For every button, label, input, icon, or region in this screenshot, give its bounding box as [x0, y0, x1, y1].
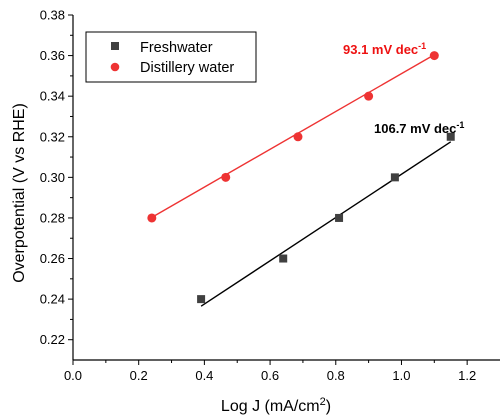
point-freshwater [446, 132, 455, 141]
point-freshwater [390, 173, 399, 182]
data-points [147, 51, 455, 304]
legend: Freshwater Distillery water [85, 31, 257, 83]
legend-box [85, 31, 257, 83]
y-tick-label: 0.36 [40, 48, 65, 63]
y-tick-label: 0.28 [40, 210, 65, 225]
point-freshwater [197, 295, 206, 304]
x-tick-label: 1.2 [458, 368, 476, 383]
x-tick-label: 0.2 [130, 368, 148, 383]
x-tick-label: 1.0 [392, 368, 410, 383]
y-tick-label: 0.24 [40, 292, 65, 307]
point-distillery [429, 51, 439, 61]
y-tick-label: 0.34 [40, 89, 65, 104]
y-tick-label: 0.30 [40, 170, 65, 185]
point-distillery [221, 172, 231, 182]
legend-label-freshwater: Freshwater [140, 40, 213, 56]
point-distillery [364, 91, 374, 101]
plot-frame [72, 15, 500, 361]
legend-marker-freshwater [111, 42, 119, 50]
legend-label-distillery: Distillery water [140, 60, 234, 76]
x-tick-label: 0.0 [64, 368, 82, 383]
annotation-freshwater: 106.7 mV dec-1 [374, 120, 464, 136]
x-axis-title: Log J (mA/cm2) [221, 396, 331, 415]
slope-annotations: 93.1 mV dec-1 106.7 mV dec-1 [343, 41, 464, 136]
x-tick-label: 0.4 [195, 368, 213, 383]
fit-line-distillery [151, 54, 435, 218]
y-axis-title: Overpotential (V vs RHE) [11, 103, 28, 283]
point-freshwater [279, 254, 288, 263]
y-axis: 0.22 0.24 0.26 0.28 0.30 0.32 0.34 0.36 0.38 [40, 8, 73, 347]
y-tick-label: 0.22 [40, 332, 65, 347]
y-tick-label: 0.32 [40, 129, 65, 144]
annotation-distillery: 93.1 mV dec-1 [343, 41, 426, 57]
y-tick-label: 0.38 [40, 8, 65, 23]
point-distillery [147, 213, 157, 223]
point-distillery [293, 132, 303, 142]
fit-lines [151, 54, 452, 307]
x-tick-label: 0.6 [261, 368, 279, 383]
fit-line-freshwater [200, 141, 452, 307]
y-tick-label: 0.26 [40, 251, 65, 266]
legend-marker-distillery [110, 62, 120, 72]
x-tick-label: 0.8 [327, 368, 345, 383]
point-freshwater [335, 213, 344, 222]
x-axis: 0.0 0.2 0.4 0.6 0.8 1.0 1.2 [64, 360, 476, 383]
